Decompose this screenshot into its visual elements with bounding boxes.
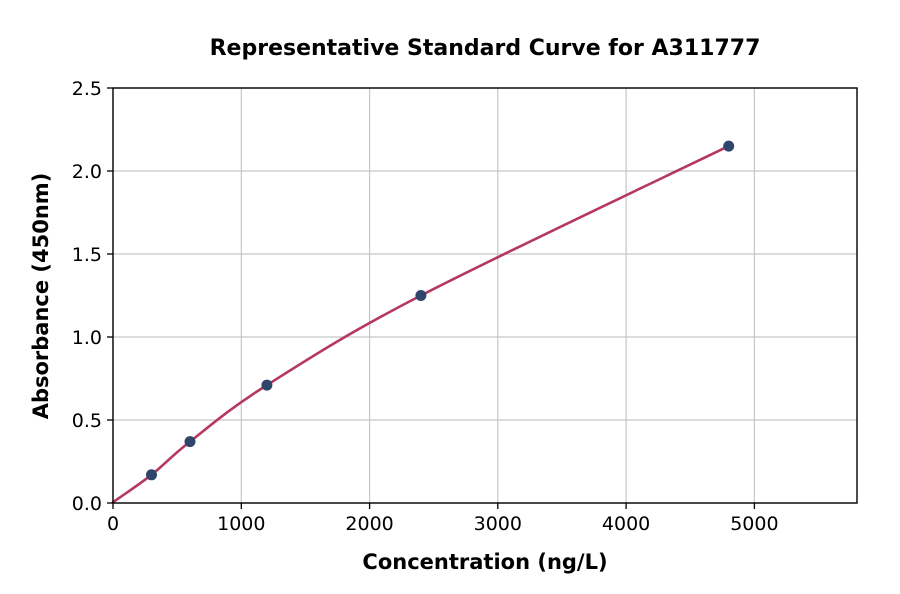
tick-layer: 0 1000 2000 3000 4000 5000 0.0 0.5 1.0 1.5 2.0 2.5 [72, 78, 779, 535]
chart-title: Representative Standard Curve for A31177… [210, 36, 761, 61]
plot-border [112, 87, 858, 504]
y-tick-label: 0.5 [72, 410, 102, 432]
x-tick-label: 4000 [602, 513, 650, 535]
data-point [723, 140, 735, 152]
data-point [415, 290, 427, 301]
y-tick-label: 0.0 [72, 493, 102, 515]
y-tick-label: 1.5 [72, 244, 102, 266]
y-axis-label: Absorbance (450nm) [29, 173, 53, 420]
y-tick-label: 2.5 [72, 78, 102, 100]
y-tick-label: 2.0 [72, 161, 102, 183]
x-tick-label: 5000 [730, 513, 778, 535]
data-point [261, 379, 273, 391]
data-point [184, 436, 196, 448]
x-axis-label: Concentration (ng/L) [362, 550, 607, 574]
plot-layer [111, 140, 735, 504]
x-tick-label: 2000 [345, 513, 393, 535]
x-tick-label: 0 [107, 513, 119, 535]
x-tick-label: 1000 [217, 513, 265, 535]
x-tick-label: 3000 [474, 513, 522, 535]
plot-area [113, 88, 857, 503]
y-tick-label: 1.0 [72, 327, 102, 349]
data-point [146, 469, 157, 481]
